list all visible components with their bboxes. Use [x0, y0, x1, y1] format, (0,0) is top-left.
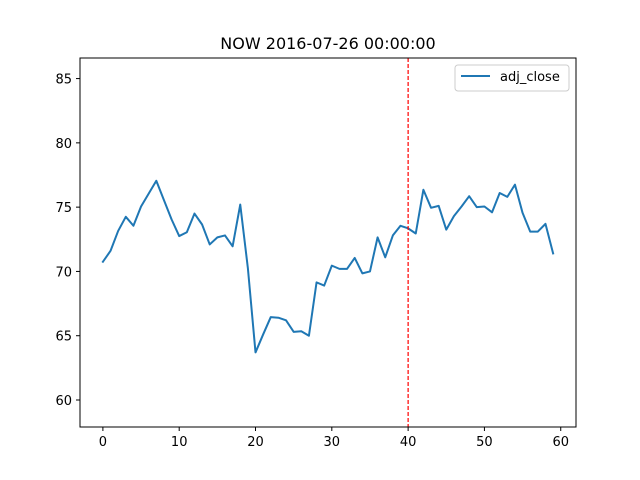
chart-title: NOW 2016-07-26 00:00:00: [220, 34, 435, 53]
y-tick-label: 65: [55, 330, 72, 345]
x-tick-label: 10: [171, 435, 188, 450]
x-tick-label: 60: [552, 435, 569, 450]
y-tick-label: 80: [55, 137, 72, 152]
legend: adj_close: [454, 64, 570, 92]
x-tick-label: 30: [324, 435, 341, 450]
y-tick-label: 70: [55, 265, 72, 280]
x-tick-label: 40: [400, 435, 417, 450]
y-tick-label: 60: [55, 394, 72, 409]
y-tick-label: 85: [55, 73, 72, 88]
series-line-adj-close: [101, 179, 555, 354]
x-tick-label: 0: [99, 435, 107, 450]
x-tick-label: 50: [476, 435, 493, 450]
plot-frame: [79, 57, 577, 428]
y-tick-label: 75: [55, 201, 72, 216]
legend-box: [454, 64, 570, 92]
x-tick-label: 20: [247, 435, 264, 450]
legend-label-adj-close: adj_close: [500, 70, 560, 85]
